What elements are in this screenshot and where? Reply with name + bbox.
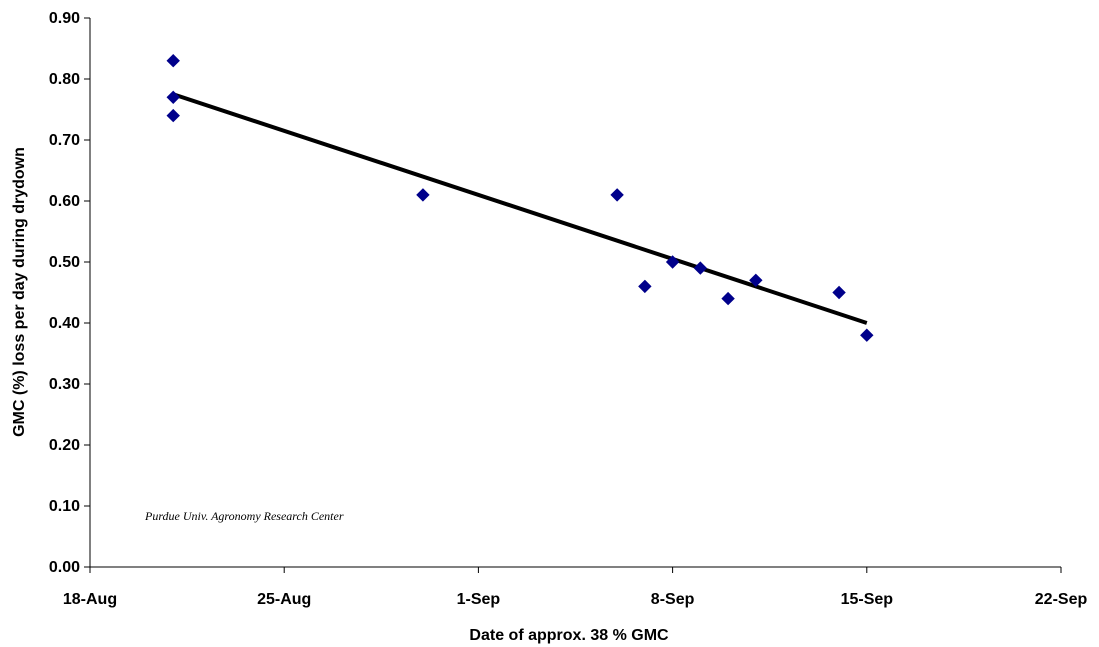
trendline-group <box>172 92 868 325</box>
x-tick-label: 1-Sep <box>457 591 501 608</box>
x-tick-label: 8-Sep <box>651 591 695 608</box>
data-point <box>166 53 180 68</box>
y-tick-label: 0.20 <box>49 437 80 454</box>
y-tick-label: 0.00 <box>49 559 80 576</box>
data-point <box>860 328 874 342</box>
x-tick-label: 18-Aug <box>63 591 117 608</box>
trendline <box>172 92 868 325</box>
y-tick-label: 0.30 <box>49 376 80 393</box>
data-point <box>665 255 680 269</box>
axes <box>84 17 1062 573</box>
x-axis-title: Date of approx. 38 % GMC <box>469 627 669 644</box>
data-point <box>693 261 708 275</box>
y-tick-label: 0.40 <box>49 315 80 332</box>
tick-labels: 0.00 0.10 0.20 0.30 0.40 0.50 0.60 0.70 0.80 0.90… <box>49 10 1088 608</box>
y-tick-label: 0.70 <box>49 132 80 149</box>
data-point <box>832 285 846 300</box>
data-point <box>638 279 652 294</box>
data-point <box>721 291 735 306</box>
y-tick-label: 0.90 <box>49 10 80 27</box>
x-tick-label: 15-Sep <box>841 591 894 608</box>
data-point <box>166 90 180 105</box>
y-axis-title: GMC (%) loss per day during drydown <box>11 147 28 437</box>
data-points <box>166 53 874 342</box>
data-point <box>610 188 624 202</box>
data-point <box>749 273 763 288</box>
y-tick-label: 0.80 <box>49 71 80 88</box>
y-tick-label: 0.60 <box>49 193 80 210</box>
data-point <box>166 108 180 123</box>
x-tick-label: 22-Sep <box>1035 591 1088 608</box>
y-tick-label: 0.10 <box>49 498 80 515</box>
x-tick-label: 25-Aug <box>257 591 311 608</box>
y-tick-label: 0.50 <box>49 254 80 271</box>
data-point <box>416 188 430 202</box>
source-annotation: Purdue Univ. Agronomy Research Center <box>144 509 344 523</box>
